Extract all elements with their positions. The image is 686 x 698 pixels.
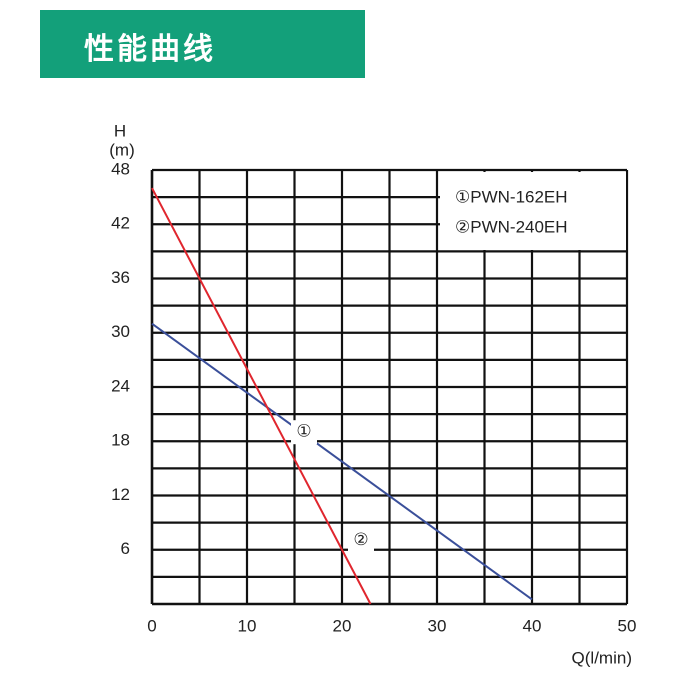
legend-entry: ①PWN-162EH <box>455 187 568 206</box>
header-title: 性能曲线 <box>84 32 216 67</box>
annotation-bg <box>348 528 374 553</box>
y-tick-label: 42 <box>111 214 130 233</box>
series-line <box>151 322 533 601</box>
x-tick-label: 30 <box>428 616 447 635</box>
legend-box <box>440 172 626 250</box>
y-tick-label: 48 <box>111 159 130 178</box>
x-tick-label: 20 <box>333 616 352 635</box>
y-tick-label: 30 <box>111 322 130 341</box>
x-tick-label: 10 <box>238 616 257 635</box>
legend-entry: ②PWN-240EH <box>455 217 568 236</box>
y-axis-label: H <box>114 121 126 140</box>
y-tick-label: 6 <box>121 539 130 558</box>
x-tick-label: 0 <box>147 616 156 635</box>
y-tick-label: 12 <box>111 485 130 504</box>
annotation-bg <box>291 420 317 445</box>
series-line <box>151 187 372 605</box>
y-tick-label: 18 <box>111 431 130 450</box>
y-tick-label: 36 <box>111 268 130 287</box>
x-tick-label: 40 <box>523 616 542 635</box>
y-tick-label: 24 <box>111 376 130 395</box>
annotation: ② <box>353 530 368 549</box>
x-axis-label: Q(l/min) <box>572 648 632 667</box>
x-tick-label: 50 <box>618 616 637 635</box>
header: 性能曲线 <box>40 10 365 78</box>
annotation: ① <box>296 422 311 441</box>
y-axis-unit: (m) <box>109 140 134 159</box>
